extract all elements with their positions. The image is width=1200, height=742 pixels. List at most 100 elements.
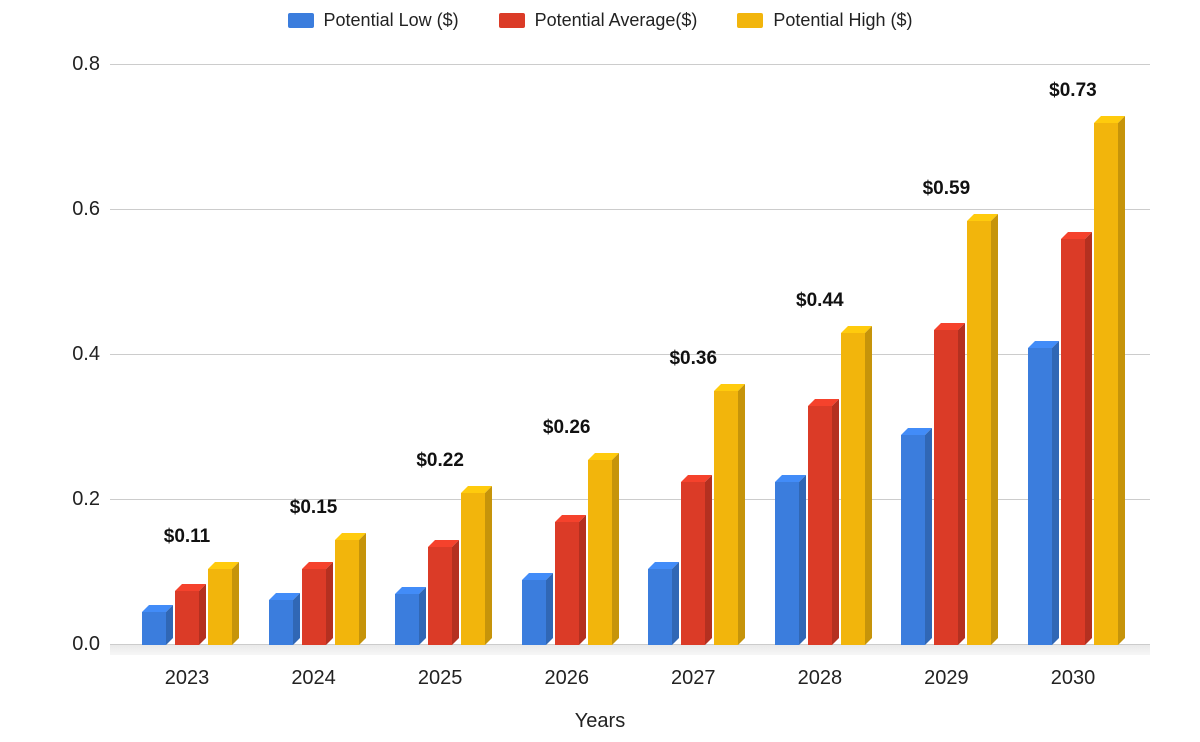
x-tick-label: 2025 (385, 667, 495, 690)
bar-side-face (958, 323, 965, 645)
legend-swatch-low (288, 13, 314, 28)
plot-floor (110, 645, 1150, 655)
bar (934, 323, 965, 645)
bar (395, 587, 426, 645)
bar-side-face (419, 587, 426, 645)
bar-group: $0.44 (765, 65, 875, 645)
bar (1028, 341, 1059, 645)
bar-front (841, 333, 865, 645)
bar-side-face (579, 515, 586, 645)
bar-groups: $0.11$0.15$0.22$0.26$0.36$0.44$0.59$0.73 (132, 65, 1128, 645)
bar-side-face (991, 214, 998, 645)
bar (208, 562, 239, 645)
bar-front (428, 547, 452, 645)
bar-front (1094, 123, 1118, 645)
legend: Potential Low ($) Potential Average($) P… (0, 10, 1200, 31)
x-tick-label: 2028 (765, 667, 875, 690)
bar (841, 326, 872, 645)
bar-side-face (166, 605, 173, 645)
bar (808, 399, 839, 645)
bar (901, 428, 932, 645)
x-tick-label: 2029 (891, 667, 1001, 690)
bar-side-face (925, 428, 932, 645)
bar-side-face (199, 584, 206, 645)
bar (967, 214, 998, 645)
plot-area: $0.11$0.15$0.22$0.26$0.36$0.44$0.59$0.73 (110, 65, 1150, 645)
bar-front (1061, 239, 1085, 645)
x-tick-label: 2030 (1018, 667, 1128, 690)
legend-swatch-avg (499, 13, 525, 28)
x-tick-label: 2023 (132, 667, 242, 690)
bar-front (967, 221, 991, 645)
bar-front (208, 569, 232, 645)
bar-front (142, 612, 166, 645)
bar-side-face (1052, 341, 1059, 645)
data-label: $0.36 (623, 348, 763, 370)
y-tick-label: 0.8 (55, 53, 100, 76)
bar (428, 540, 459, 645)
bar (648, 562, 679, 645)
bar-side-face (865, 326, 872, 645)
bar-side-face (1118, 116, 1125, 645)
bar (461, 486, 492, 645)
data-label: $0.73 (1003, 80, 1143, 102)
legend-item-avg: Potential Average($) (499, 10, 698, 31)
bar-side-face (546, 573, 553, 645)
bar (269, 593, 300, 645)
y-tick-label: 0.2 (55, 488, 100, 511)
data-label: $0.22 (370, 450, 510, 472)
bar-side-face (1085, 232, 1092, 645)
bar-side-face (799, 475, 806, 645)
data-label: $0.11 (117, 526, 257, 548)
data-label: $0.44 (750, 290, 890, 312)
bar (175, 584, 206, 645)
x-tick-label: 2026 (512, 667, 622, 690)
bar-front (335, 540, 359, 645)
x-axis-title: Years (0, 710, 1200, 733)
bar-front (522, 580, 546, 645)
bar (714, 384, 745, 645)
bar-side-face (232, 562, 239, 645)
bar-front (302, 569, 326, 645)
bar-group: $0.22 (385, 65, 495, 645)
legend-label-high: Potential High ($) (773, 10, 912, 31)
data-label: $0.15 (244, 497, 384, 519)
legend-item-low: Potential Low ($) (288, 10, 459, 31)
bar-front (1028, 348, 1052, 645)
legend-item-high: Potential High ($) (737, 10, 912, 31)
bar (775, 475, 806, 645)
data-label: $0.26 (497, 417, 637, 439)
bar-group: $0.73 (1018, 65, 1128, 645)
bar-front (588, 460, 612, 645)
bar (588, 453, 619, 645)
bar-group: $0.15 (259, 65, 369, 645)
data-label: $0.59 (876, 178, 1016, 200)
bar-side-face (832, 399, 839, 645)
bar (681, 475, 712, 645)
bar-side-face (452, 540, 459, 645)
bar-group: $0.59 (891, 65, 1001, 645)
bar-front (648, 569, 672, 645)
bar-front (461, 493, 485, 645)
x-tick-label: 2024 (259, 667, 369, 690)
legend-swatch-high (737, 13, 763, 28)
bar-group: $0.26 (512, 65, 622, 645)
bar-front (714, 391, 738, 645)
bar-side-face (326, 562, 333, 645)
bar-front (808, 406, 832, 645)
bar (302, 562, 333, 645)
bar (1061, 232, 1092, 645)
bar (1094, 116, 1125, 645)
bar-side-face (672, 562, 679, 645)
bar-side-face (293, 593, 300, 645)
legend-label-avg: Potential Average($) (535, 10, 698, 31)
bar-front (555, 522, 579, 645)
bar-front (269, 600, 293, 645)
chart-container: Potential Low ($) Potential Average($) P… (0, 0, 1200, 742)
bar (335, 533, 366, 645)
bar-front (681, 482, 705, 645)
bar (142, 605, 173, 645)
bar-front (395, 594, 419, 645)
bar-side-face (485, 486, 492, 645)
bar-group: $0.11 (132, 65, 242, 645)
